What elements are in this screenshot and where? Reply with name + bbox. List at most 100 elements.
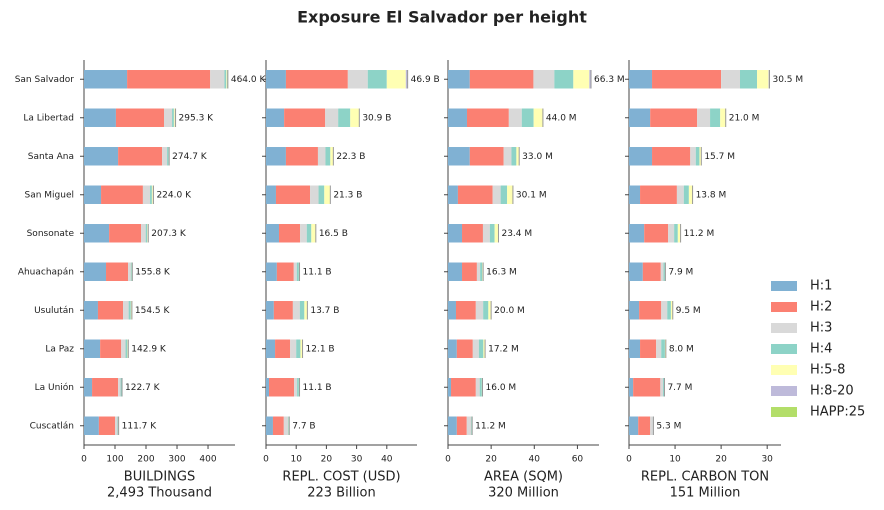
bar-segment bbox=[640, 185, 677, 204]
bar-segment bbox=[652, 147, 691, 166]
bar-segment bbox=[757, 70, 769, 89]
bar-segment bbox=[480, 262, 483, 281]
bar-segment bbox=[127, 70, 211, 89]
total-label: 30.1 M bbox=[516, 190, 547, 200]
bar-segment bbox=[84, 224, 110, 243]
bar-segment bbox=[670, 301, 673, 320]
total-label: 33.0 M bbox=[522, 152, 553, 162]
bar-segment bbox=[284, 108, 326, 127]
total-label: 11.1 B bbox=[303, 383, 332, 393]
bar-segment bbox=[266, 224, 279, 243]
x-axis-label: AREA (SQM) bbox=[484, 470, 563, 485]
total-label: 154.5 K bbox=[135, 306, 171, 316]
total-label: 11.1 B bbox=[303, 267, 332, 277]
bar-segment bbox=[151, 185, 153, 204]
bar-segment bbox=[638, 416, 651, 435]
bar-segment bbox=[699, 147, 702, 166]
y-tick-label: La Paz bbox=[45, 344, 74, 354]
bar-segment bbox=[84, 301, 98, 320]
bar-segment bbox=[710, 108, 721, 127]
bar-segment bbox=[84, 262, 107, 281]
bar-segment bbox=[288, 416, 289, 435]
total-label: 5.3 M bbox=[656, 421, 681, 431]
bar-segment bbox=[162, 147, 168, 166]
bar-segment bbox=[224, 70, 227, 89]
bar-segment bbox=[462, 224, 483, 243]
bar-segment bbox=[448, 301, 456, 320]
bar-segment bbox=[475, 301, 484, 320]
bar-segment bbox=[285, 70, 348, 89]
bar-segment bbox=[466, 108, 509, 127]
bar-segment bbox=[275, 185, 311, 204]
bar-segment bbox=[128, 301, 131, 320]
bar-segment bbox=[325, 147, 331, 166]
y-tick-label: Usulután bbox=[34, 306, 74, 316]
bar-segment bbox=[683, 185, 689, 204]
bar-segment bbox=[656, 339, 662, 358]
bar-segment bbox=[350, 108, 360, 127]
bar-segment bbox=[130, 262, 132, 281]
bar-segment bbox=[84, 185, 102, 204]
bar-segment bbox=[740, 70, 758, 89]
bar-segment bbox=[106, 262, 129, 281]
y-tick-label: Cuscatlán bbox=[30, 421, 74, 431]
legend-label: H:3 bbox=[810, 321, 832, 336]
total-label: 21.3 B bbox=[333, 190, 362, 200]
bar-segment bbox=[503, 147, 512, 166]
bar-segment bbox=[629, 147, 653, 166]
bar-segment bbox=[660, 262, 664, 281]
bar-segment bbox=[533, 70, 555, 89]
bar-segment bbox=[448, 416, 457, 435]
bar-segment bbox=[325, 108, 339, 127]
bar-segment bbox=[172, 108, 174, 127]
bar-segment bbox=[533, 108, 543, 127]
total-label: 155.8 K bbox=[135, 267, 171, 277]
bar-segment bbox=[589, 70, 592, 89]
total-label: 20.0 M bbox=[494, 306, 525, 316]
total-label: 7.7 M bbox=[667, 383, 692, 393]
y-tick-label: La Unión bbox=[35, 382, 74, 393]
bar-segment bbox=[84, 70, 128, 89]
bar-segment bbox=[644, 224, 669, 243]
y-tick-label: La Libertad bbox=[23, 113, 74, 123]
bar-segment bbox=[629, 339, 641, 358]
bar-segment bbox=[266, 185, 276, 204]
bar-segment bbox=[266, 108, 285, 127]
legend-swatch bbox=[771, 365, 797, 375]
y-tick-label: San Salvador bbox=[15, 75, 75, 85]
bar-segment bbox=[456, 339, 473, 358]
bar-segment bbox=[448, 224, 463, 243]
bar-segment bbox=[167, 147, 169, 166]
bar-segment bbox=[141, 224, 146, 243]
total-label: 30.5 M bbox=[772, 75, 803, 85]
bar-segment bbox=[115, 108, 164, 127]
bar-segment bbox=[639, 301, 662, 320]
x-axis-total: 151 Million bbox=[670, 486, 741, 501]
bar-segment bbox=[661, 301, 668, 320]
bar-segment bbox=[120, 378, 122, 397]
bar-segment bbox=[629, 224, 645, 243]
total-label: 23.4 M bbox=[501, 229, 532, 239]
bar-segment bbox=[300, 224, 307, 243]
y-tick-label: Ahuachapán bbox=[18, 267, 74, 277]
bar-segment bbox=[674, 224, 678, 243]
total-label: 13.7 B bbox=[310, 306, 339, 316]
bar-segment bbox=[448, 185, 458, 204]
bar-segment bbox=[367, 70, 387, 89]
bar-segment bbox=[92, 378, 119, 397]
bar-segment bbox=[511, 147, 517, 166]
bar-segment bbox=[650, 108, 698, 127]
bar-segment bbox=[311, 224, 316, 243]
bar-segment bbox=[109, 224, 142, 243]
bar-segment bbox=[475, 378, 480, 397]
total-label: 15.7 M bbox=[704, 152, 735, 162]
x-tick-label: 0 bbox=[626, 455, 632, 465]
bar-segment bbox=[269, 378, 295, 397]
total-label: 13.8 M bbox=[696, 190, 727, 200]
x-tick-label: 400 bbox=[199, 455, 216, 465]
total-label: 16.3 M bbox=[486, 267, 517, 277]
total-label: 274.7 K bbox=[172, 152, 208, 162]
bar-segment bbox=[573, 70, 590, 89]
x-axis-total: 223 Billion bbox=[307, 486, 376, 501]
legend-swatch bbox=[771, 407, 797, 417]
